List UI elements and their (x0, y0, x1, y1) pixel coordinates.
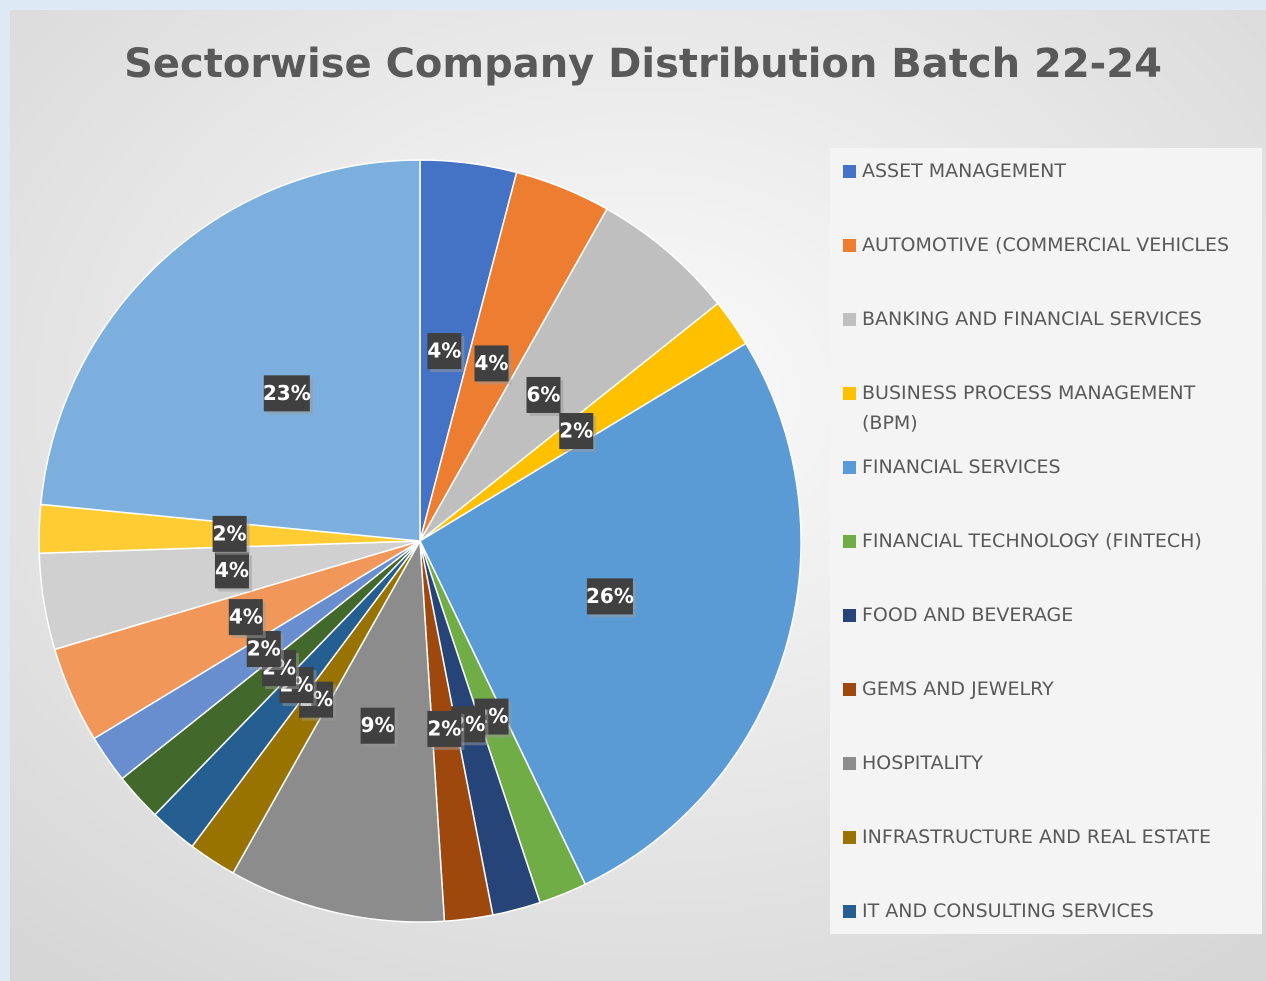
data-label-box (526, 376, 561, 413)
legend-item: HOSPITALITY (843, 748, 1253, 778)
data-label-box (214, 552, 249, 589)
legend-label: FINANCIAL SERVICES (862, 456, 1061, 478)
data-label-box (212, 515, 247, 552)
data-label: 2% (247, 636, 281, 660)
legend-item: FOOD AND BEVERAGE (843, 600, 1253, 630)
data-label-box (427, 710, 462, 747)
legend-item: BUSINESS PROCESS MANAGEMENT (BPM) (843, 378, 1253, 438)
legend-label: INFRASTRUCTURE AND REAL ESTATE (862, 826, 1212, 848)
legend-item: BANKING AND FINANCIAL SERVICES (843, 304, 1253, 334)
legend-label: IT AND CONSULTING SERVICES (862, 900, 1154, 922)
legend-item: FINANCIAL SERVICES (843, 452, 1253, 482)
legend-swatch (843, 165, 856, 178)
data-label: 4% (427, 339, 461, 363)
legend-swatch (843, 831, 856, 844)
legend-item: GEMS AND JEWELRY (843, 674, 1253, 704)
legend-label: ASSET MANAGEMENT (862, 160, 1066, 182)
data-label: 4% (475, 351, 509, 375)
data-label: 4% (229, 605, 263, 629)
legend-label: BANKING AND FINANCIAL SERVICES (862, 308, 1202, 330)
legend-item: AUTOMOTIVE (COMMERCIAL VEHICLES (843, 230, 1253, 260)
pie-slice (419, 208, 719, 542)
legend-swatch (843, 905, 856, 918)
pie-slice (39, 159, 421, 542)
data-label-box (263, 375, 310, 412)
legend-label: GEMS AND JEWELRY (862, 678, 1054, 700)
data-label: 23% (263, 381, 311, 405)
legend-label: AUTOMOTIVE (COMMERCIAL VEHICLES (862, 234, 1230, 256)
legend-label: FOOD AND BEVERAGE (862, 604, 1074, 626)
legend-label: BUSINESS PROCESS MANAGEMENT (BPM) (862, 382, 1196, 434)
pie-slice (232, 538, 446, 923)
legend-swatch (843, 757, 856, 770)
legend-item: INFRASTRUCTURE AND REAL ESTATE (843, 822, 1253, 852)
legend-swatch (843, 683, 856, 696)
legend-swatch (843, 609, 856, 622)
legend-item: IT AND CONSULTING SERVICES (843, 896, 1253, 926)
data-label-box (228, 599, 263, 636)
data-label-box (559, 413, 594, 450)
data-label: 2% (427, 716, 461, 740)
legend-swatch (843, 461, 856, 474)
chart-title: Sectorwise Company Distribution Batch 22… (124, 41, 1162, 87)
data-label: 9% (361, 713, 395, 737)
data-label: 2% (213, 521, 247, 545)
data-label-box (586, 578, 633, 615)
legend-swatch (843, 239, 856, 252)
data-label: 6% (527, 382, 561, 406)
legend-item: ASSET MANAGEMENT (843, 156, 1253, 186)
data-label-box (474, 345, 509, 382)
data-label-box (427, 333, 462, 370)
data-label: 4% (215, 558, 249, 582)
legend-item: FINANCIAL TECHNOLOGY (FINTECH) (843, 526, 1253, 556)
legend-label: HOSPITALITY (862, 752, 983, 774)
data-label: 26% (586, 584, 634, 608)
legend-label: FINANCIAL TECHNOLOGY (FINTECH) (862, 530, 1202, 552)
legend-swatch (843, 535, 856, 548)
legend-swatch (843, 387, 856, 400)
data-label-box (360, 707, 395, 744)
legend-swatch (843, 313, 856, 326)
legend: ASSET MANAGEMENT AUTOMOTIVE (COMMERCIAL V… (830, 148, 1262, 934)
data-label: 2% (559, 419, 593, 443)
